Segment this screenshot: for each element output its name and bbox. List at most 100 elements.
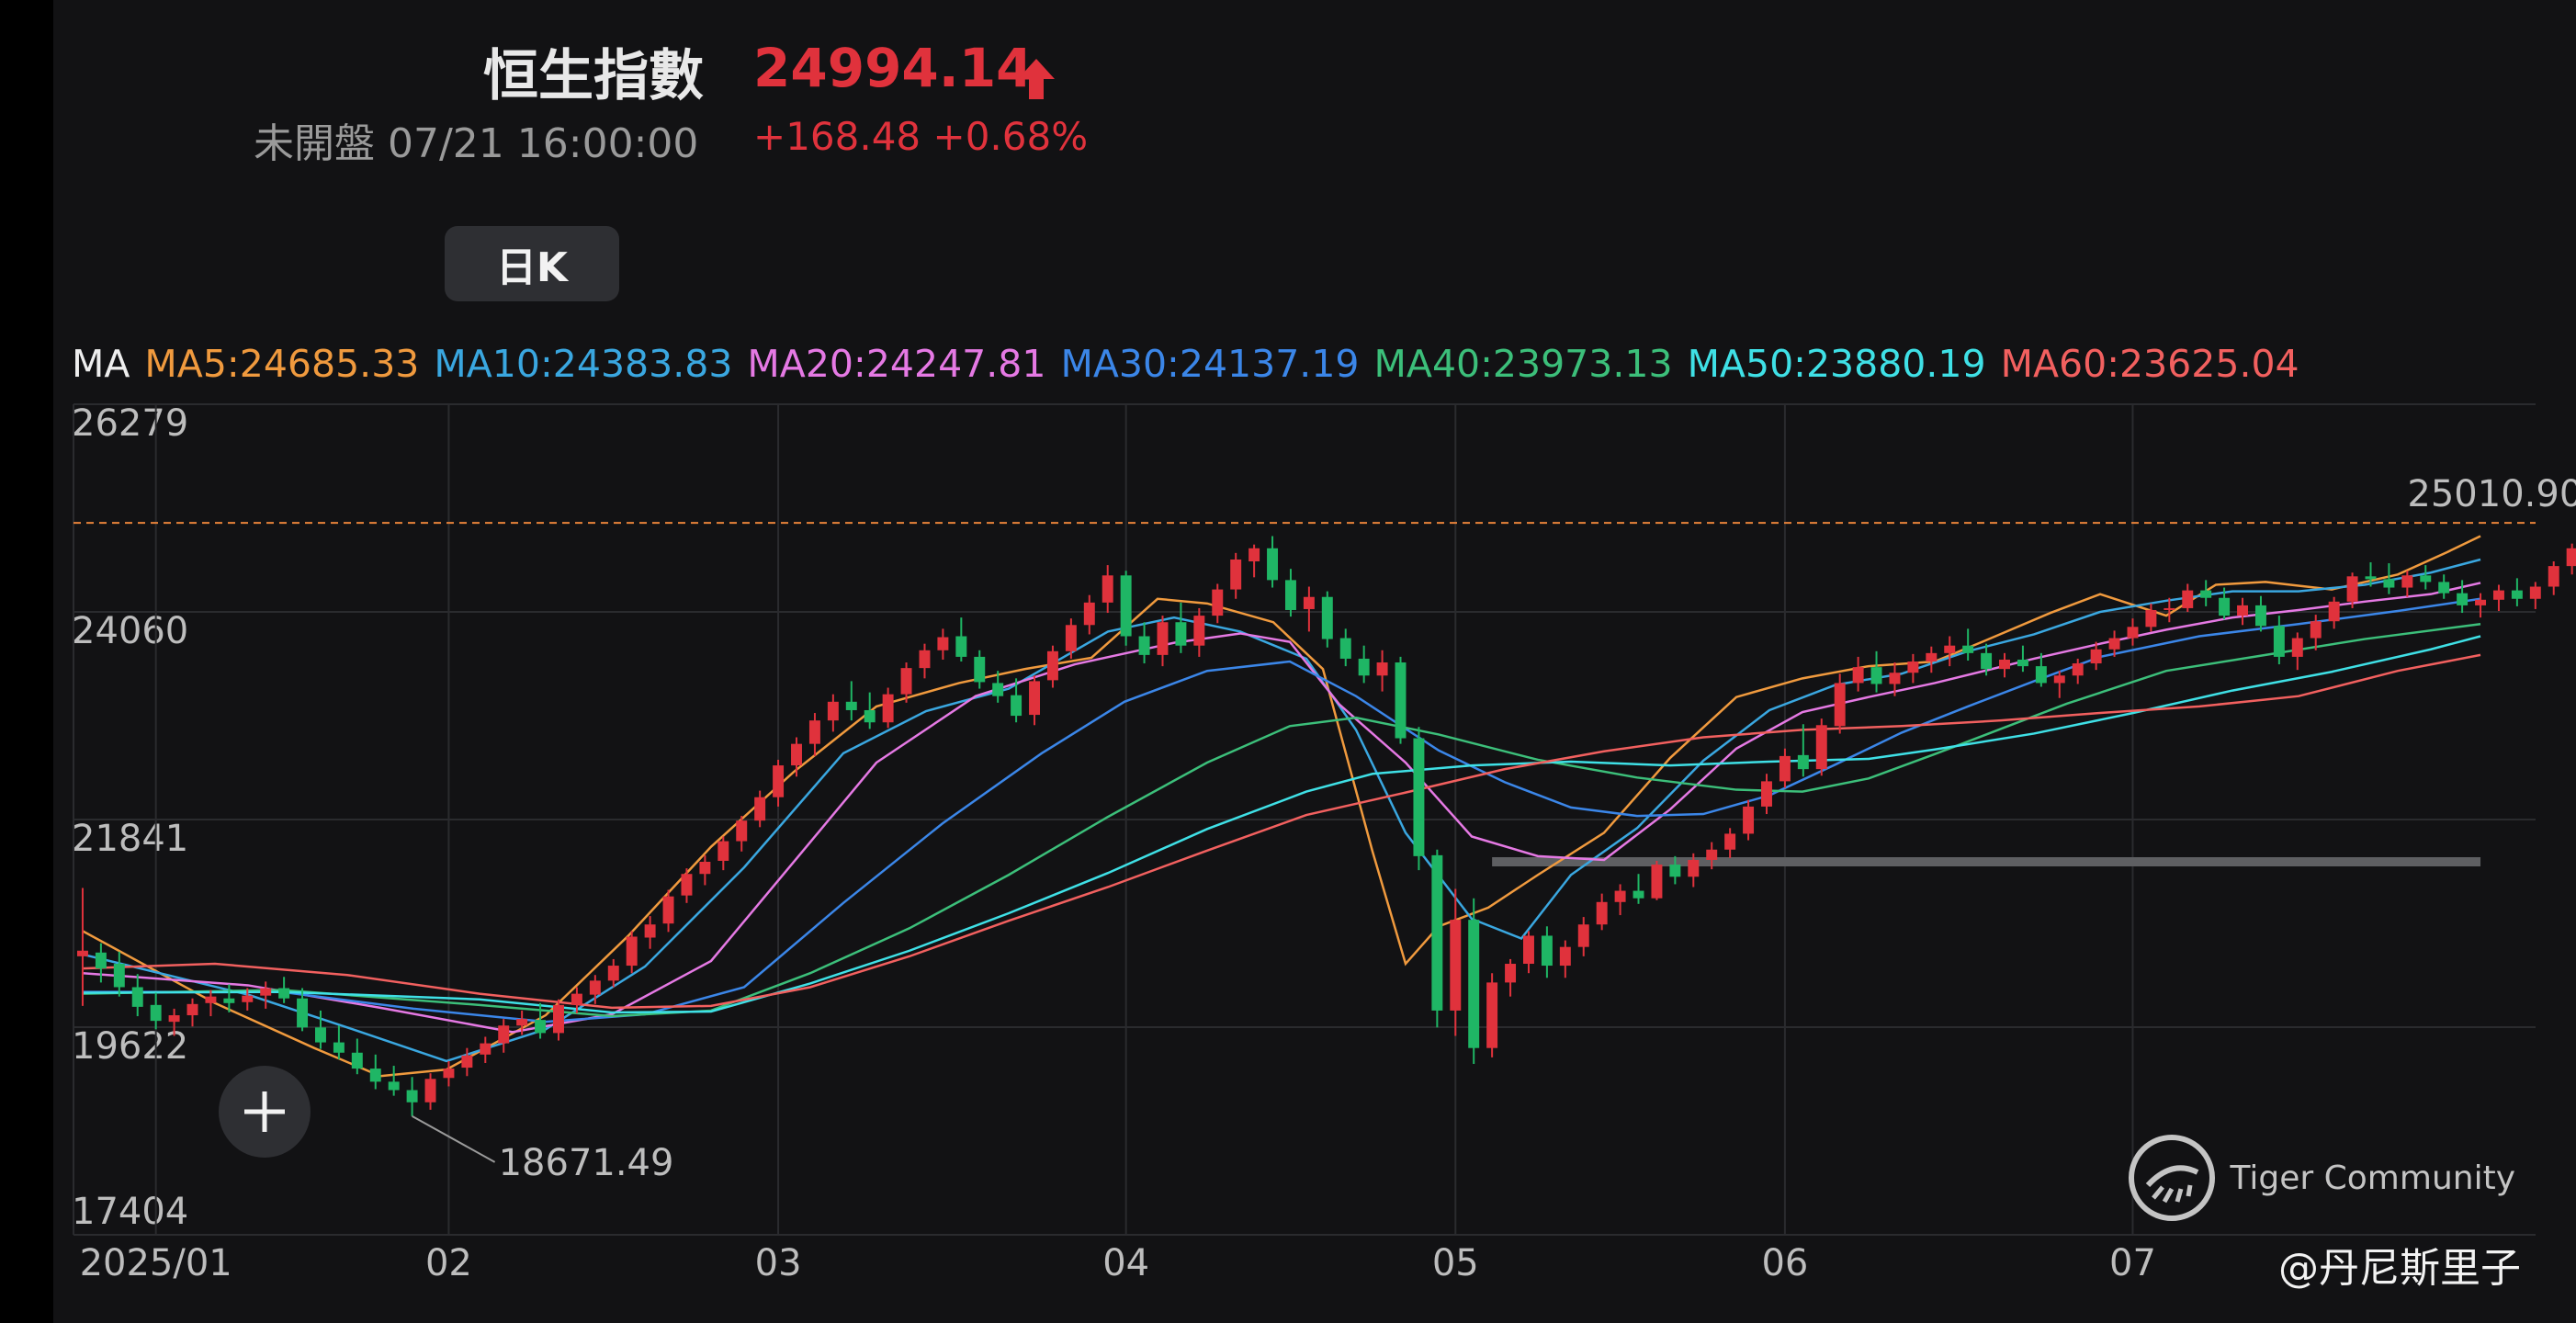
candle-body <box>95 952 107 969</box>
candle-body <box>2254 605 2266 627</box>
candle-body <box>662 896 674 924</box>
ma40-label: MA40:23973.13 <box>1373 342 1673 386</box>
candle-body <box>1486 982 1498 1048</box>
candle-body <box>1065 625 1077 651</box>
candle-body <box>2219 597 2231 616</box>
candle-body <box>1395 662 1407 739</box>
candle-body <box>443 1069 455 1079</box>
candle-body <box>1706 849 1718 860</box>
candle-body <box>2548 566 2559 587</box>
candle-body <box>1779 755 1791 782</box>
candle-body <box>1230 559 1242 590</box>
index-price: 24994.14 <box>753 37 1034 99</box>
candle-body <box>791 743 802 766</box>
candle-body <box>1267 548 1279 581</box>
x-tick-label: 06 <box>1761 1242 1808 1284</box>
candle-body <box>1321 596 1333 639</box>
candle-body <box>1761 781 1772 807</box>
candle-body <box>1559 946 1571 967</box>
candle-body <box>882 694 894 723</box>
low-price-label: 18671.49 <box>499 1142 674 1184</box>
add-indicator-button[interactable] <box>219 1066 311 1158</box>
candle-body <box>2475 599 2487 605</box>
watermark-brand: Tiger Community <box>2230 1159 2515 1197</box>
candle-body <box>1450 920 1462 1011</box>
candle-body <box>1138 636 1150 655</box>
candle-body <box>315 1027 326 1043</box>
ma60-line <box>82 653 2481 1010</box>
candle-body <box>1157 622 1169 655</box>
x-tick-label: 05 <box>1432 1242 1479 1284</box>
candle-body <box>717 841 729 861</box>
ma10-line <box>82 558 2481 1063</box>
candle-body <box>2145 609 2157 628</box>
candle-body <box>1193 616 1205 646</box>
candle-body <box>498 1025 510 1044</box>
candle-body <box>919 650 931 669</box>
candle-body <box>1852 667 1864 684</box>
market-status: 未開盤 07/21 16:00:00 <box>254 120 699 167</box>
x-tick-label: 02 <box>425 1242 472 1284</box>
y-tick-label: 21841 <box>72 818 188 860</box>
candle-body <box>1596 901 1608 925</box>
y-tick-label: 26279 <box>72 402 188 445</box>
candle-body <box>571 993 582 1005</box>
candle-body <box>1011 695 1022 717</box>
x-tick-label: 03 <box>755 1242 802 1284</box>
candle-body <box>1797 754 1809 770</box>
candle-body <box>2457 593 2469 605</box>
plus-icon <box>244 1091 285 1132</box>
candle-body <box>242 995 254 1002</box>
candle-body <box>2035 666 2047 684</box>
candle-body <box>480 1043 491 1055</box>
candle-body <box>900 668 912 695</box>
candle-body <box>2438 582 2450 594</box>
candle-body <box>845 701 857 710</box>
candle-body <box>1907 662 1919 673</box>
ma50-label: MA50:23880.19 <box>1687 342 1986 386</box>
y-tick-label: 17404 <box>72 1191 188 1233</box>
candle-body <box>1669 865 1681 877</box>
candle-body <box>2273 626 2285 657</box>
candlestick-chart[interactable]: 26279 24060 21841 19622 17404 2025/01 02 03 04 05… <box>53 0 2576 1323</box>
candle-body <box>369 1069 381 1082</box>
candle-body <box>2511 590 2523 599</box>
candle-body <box>773 765 785 797</box>
ma5-line <box>82 535 2481 1078</box>
candle-body <box>351 1052 363 1069</box>
candle-body <box>827 701 839 721</box>
candle-body <box>1870 667 1882 684</box>
candle-body <box>424 1079 436 1102</box>
candle-body <box>1505 964 1517 983</box>
candle-body <box>1102 575 1113 603</box>
ma60-label: MA60:23625.04 <box>2000 342 2299 386</box>
candle-body <box>333 1042 345 1053</box>
candle-body <box>2108 638 2120 650</box>
candle-body <box>553 1004 564 1034</box>
ma5-label: MA5:24685.33 <box>144 342 420 386</box>
current-price-label: 25010.90 <box>2407 473 2576 515</box>
candle-body <box>2017 659 2028 667</box>
candle-body <box>1358 658 1370 676</box>
author-credit: @丹尼斯里子 <box>2278 1245 2521 1292</box>
candle-body <box>589 980 601 995</box>
candle-body <box>864 709 876 723</box>
candle-body <box>150 1004 162 1022</box>
candle-body <box>1284 580 1296 610</box>
candle-body <box>1944 645 1956 653</box>
ma30-line <box>82 597 2481 1023</box>
candle-body <box>2053 675 2065 684</box>
candle-body <box>461 1055 473 1069</box>
candle-body <box>1541 935 1553 967</box>
price-change: +168.48 +0.68% <box>753 114 1089 159</box>
candle-body <box>2365 576 2377 580</box>
candle-body <box>2164 607 2175 610</box>
app-screen: 恒生指數 24994.14 未開盤 07/21 16:00:00 +168.48… <box>53 0 2576 1323</box>
candle-body <box>2237 605 2248 616</box>
candle-body <box>644 924 656 938</box>
period-daily-button[interactable]: 日K <box>445 226 619 301</box>
candle-body <box>1688 859 1700 877</box>
candle-body <box>1376 662 1388 676</box>
candle-body <box>388 1081 400 1091</box>
candle-body <box>992 683 1004 696</box>
